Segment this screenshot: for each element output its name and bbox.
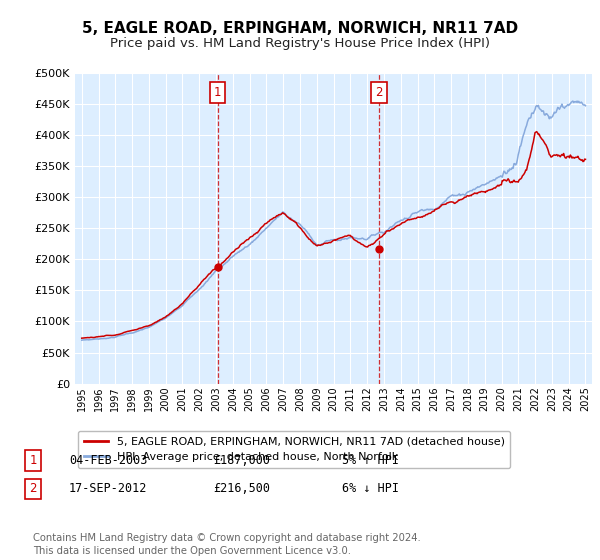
- Text: 1: 1: [214, 86, 221, 99]
- Legend: 5, EAGLE ROAD, ERPINGHAM, NORWICH, NR11 7AD (detached house), HPI: Average price: 5, EAGLE ROAD, ERPINGHAM, NORWICH, NR11 …: [78, 431, 511, 468]
- Text: £216,500: £216,500: [213, 482, 270, 496]
- Text: Contains HM Land Registry data © Crown copyright and database right 2024.
This d: Contains HM Land Registry data © Crown c…: [33, 533, 421, 556]
- Text: Price paid vs. HM Land Registry's House Price Index (HPI): Price paid vs. HM Land Registry's House …: [110, 37, 490, 50]
- Text: £187,000: £187,000: [213, 454, 270, 467]
- Text: 6% ↓ HPI: 6% ↓ HPI: [342, 482, 399, 496]
- Text: 04-FEB-2003: 04-FEB-2003: [69, 454, 148, 467]
- Text: 2: 2: [376, 86, 383, 99]
- Text: 2: 2: [29, 482, 37, 496]
- Text: 5, EAGLE ROAD, ERPINGHAM, NORWICH, NR11 7AD: 5, EAGLE ROAD, ERPINGHAM, NORWICH, NR11 …: [82, 21, 518, 36]
- Text: 17-SEP-2012: 17-SEP-2012: [69, 482, 148, 496]
- Text: 1: 1: [29, 454, 37, 467]
- Text: 5% ↑ HPI: 5% ↑ HPI: [342, 454, 399, 467]
